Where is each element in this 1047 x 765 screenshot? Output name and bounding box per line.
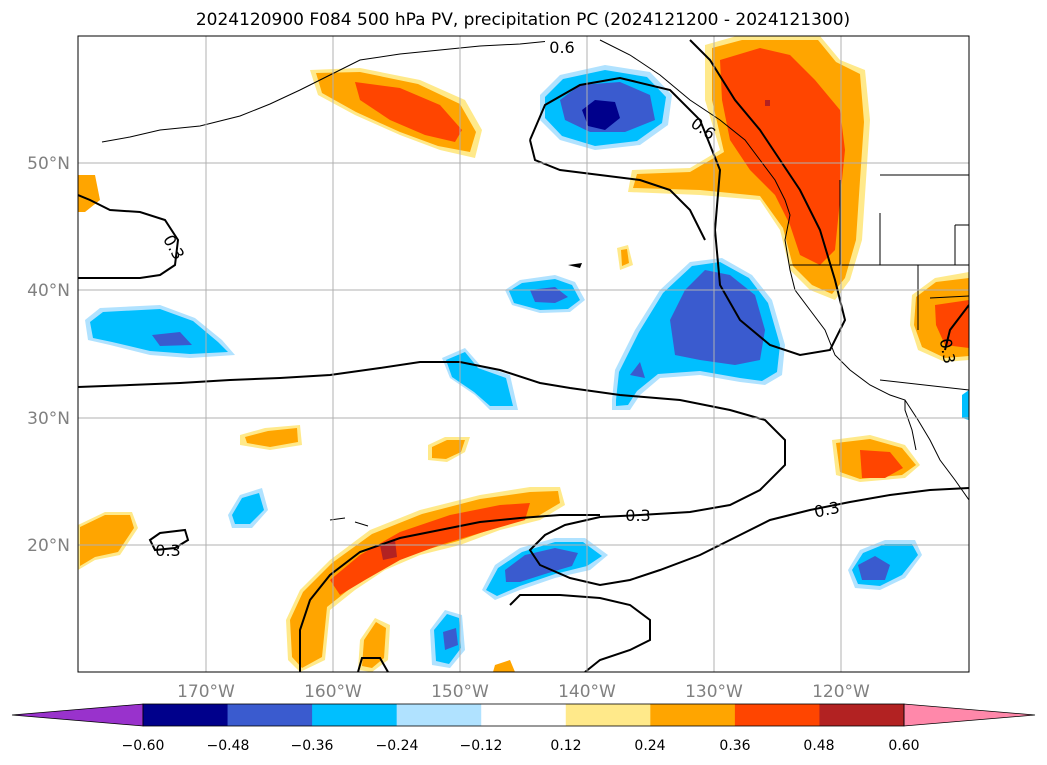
lon-label: 120°W [812,682,870,702]
colorbar-tick-label: 0.12 [550,738,581,754]
pv-contours [78,39,969,672]
graticule [78,36,969,672]
lon-label: 140°W [558,682,616,702]
positive-anomaly-shading [78,36,969,672]
lon-label: 170°W [177,682,235,702]
colorbar-swatch [819,704,905,726]
map-frame [77,35,970,673]
colorbar-frame [142,703,905,727]
colorbar-swatches [11,703,1036,727]
colorbar-extend-low [11,703,144,727]
contour-label: 0.3 [812,498,841,522]
map-title: 2024120900 F084 500 hPa PV, precipitatio… [196,10,850,30]
colorbar-swatch [312,704,398,726]
colorbar-swatch [396,704,482,726]
colorbar-tick-label: 0.48 [803,738,834,754]
lat-label: 30°N [27,409,70,429]
colorbar-tick-label: −0.36 [291,738,334,754]
colorbar-extend-high [903,703,1036,727]
lon-label: 160°W [304,682,362,702]
contour-label: 0.3 [625,506,650,525]
colorbar-ticks: −0.60 −0.48 −0.36 −0.24 −0.12 0.12 0.24 … [122,738,920,754]
colorbar-swatch [143,704,229,726]
colorbar-swatch [227,704,313,726]
map-area: 0.6 0.6 0.3 0.3 0.3 0.3 0.3 [78,36,969,672]
latitude-labels: 50°N 40°N 30°N 20°N [27,154,70,556]
contour-label: 0.3 [936,337,959,365]
colorbar: −0.60 −0.48 −0.36 −0.24 −0.12 0.12 0.24 … [11,703,1036,754]
lon-label: 130°W [685,682,743,702]
colorbar-tick-label: −0.24 [376,738,419,754]
colorbar-tick-label: −0.48 [207,738,250,754]
lat-label: 20°N [27,536,70,556]
lat-label: 50°N [27,154,70,174]
colorbar-tick-label: −0.12 [460,738,503,754]
colorbar-tick-label: −0.60 [122,738,165,754]
colorbar-swatch [650,704,736,726]
lat-label: 40°N [27,281,70,301]
colorbar-swatch [481,704,567,726]
colorbar-tick-label: 0.24 [634,738,665,754]
longitude-labels: 170°W 160°W 150°W 140°W 130°W 120°W [177,682,870,702]
contour-label: 0.6 [549,38,574,57]
contour-label: 0.3 [155,541,180,560]
colorbar-tick-label: 0.36 [719,738,750,754]
lon-label: 150°W [431,682,489,702]
colorbar-swatch [734,704,820,726]
negative-anomaly-shading [85,65,969,668]
colorbar-tick-label: 0.60 [888,738,919,754]
colorbar-swatch [565,704,651,726]
